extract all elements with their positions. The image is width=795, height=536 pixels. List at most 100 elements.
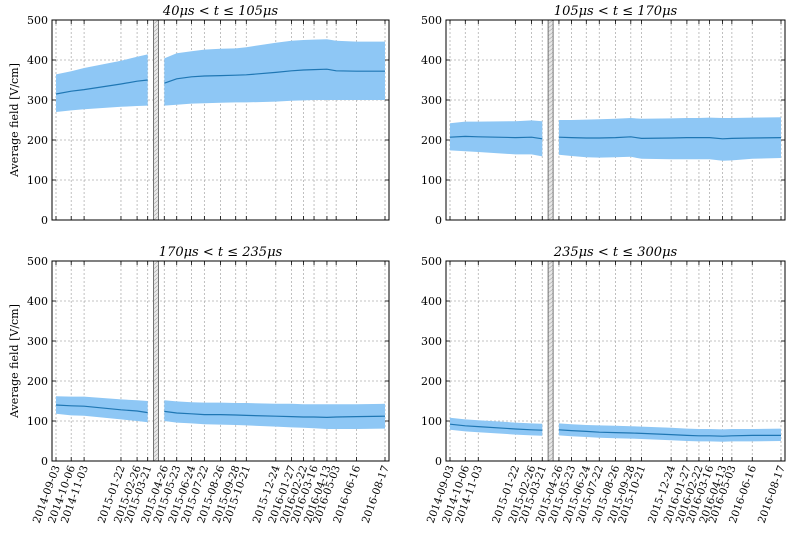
mean-line	[164, 68, 385, 84]
y-tick-label: 200	[421, 375, 442, 388]
break-hatch	[547, 63, 554, 69]
break-hatch	[153, 332, 159, 338]
break-hatch	[153, 103, 159, 109]
break-hatch	[153, 115, 159, 121]
y-tick-label: 0	[41, 214, 48, 227]
break-hatch	[547, 268, 554, 274]
break-hatch	[153, 344, 159, 350]
chart-panel: 0 100 200 300 400 500 40μs < t ≤ 105μs Average …	[8, 4, 390, 227]
break-hatch	[153, 107, 159, 113]
break-hatch	[547, 380, 554, 386]
break-hatch	[153, 87, 159, 93]
break-hatch	[153, 43, 159, 49]
break-hatch	[153, 35, 159, 41]
break-hatch	[547, 27, 554, 33]
break-hatch	[153, 456, 159, 462]
break-hatch	[547, 99, 554, 105]
y-tick-label: 0	[435, 455, 442, 468]
break-hatch	[547, 384, 554, 390]
break-hatch	[153, 183, 159, 189]
break-hatch	[153, 396, 159, 402]
break-hatch	[547, 444, 554, 450]
break-hatch	[547, 143, 554, 149]
break-hatch	[547, 452, 554, 458]
break-hatch	[547, 67, 554, 73]
break-hatch	[153, 195, 159, 201]
break-hatch	[153, 392, 159, 398]
break-hatch	[153, 91, 159, 97]
break-hatch	[547, 39, 554, 45]
break-hatch	[153, 99, 159, 105]
break-hatch	[153, 328, 159, 334]
break-hatch	[153, 268, 159, 274]
break-hatch	[153, 436, 159, 442]
break-hatch	[153, 71, 159, 77]
break-hatch	[153, 23, 159, 29]
break-hatch	[153, 380, 159, 386]
break-hatch	[547, 79, 554, 85]
break-hatch	[153, 284, 159, 290]
y-tick-label: 400	[421, 295, 442, 308]
break-hatch	[153, 264, 159, 270]
break-hatch	[547, 211, 554, 217]
break-hatch	[547, 388, 554, 394]
break-hatch	[547, 47, 554, 53]
y-tick-label: 500	[27, 14, 48, 27]
break-hatch	[547, 300, 554, 306]
break-hatch	[153, 79, 159, 85]
y-axis-label: Average field [V/cm]	[8, 63, 21, 178]
break-hatch	[547, 31, 554, 37]
break-hatch	[153, 151, 159, 157]
mean-line	[558, 136, 782, 140]
break-hatch	[153, 420, 159, 426]
y-tick-label: 0	[41, 455, 48, 468]
break-hatch	[547, 159, 554, 165]
break-hatch	[153, 175, 159, 181]
break-hatch	[547, 59, 554, 65]
break-hatch	[153, 352, 159, 358]
y-tick-label: 500	[27, 255, 48, 268]
break-hatch	[547, 296, 554, 302]
break-hatch	[547, 179, 554, 185]
x-tick-label: 2016-08-17	[756, 464, 788, 525]
break-hatch	[547, 372, 554, 378]
break-hatch	[547, 43, 554, 49]
break-hatch	[547, 95, 554, 101]
break-hatch	[547, 316, 554, 322]
break-hatch	[547, 368, 554, 374]
break-hatch	[547, 412, 554, 418]
break-hatch	[153, 444, 159, 450]
uncertainty-band	[56, 396, 148, 423]
break-hatch	[153, 432, 159, 438]
break-hatch	[153, 67, 159, 73]
break-hatch	[153, 199, 159, 205]
y-tick-label: 500	[421, 14, 442, 27]
break-hatch	[547, 288, 554, 294]
panel-title: 105μs < t ≤ 170μs	[554, 4, 678, 19]
break-hatch	[153, 336, 159, 342]
y-tick-label: 400	[27, 295, 48, 308]
mean-line	[449, 423, 543, 431]
y-tick-label: 200	[421, 134, 442, 147]
break-hatch	[547, 155, 554, 161]
y-axis-label: Average field [V/cm]	[8, 304, 21, 419]
break-hatch	[153, 408, 159, 414]
y-tick-label: 100	[421, 415, 442, 428]
break-hatch	[547, 428, 554, 434]
break-hatch	[153, 424, 159, 430]
break-hatch	[547, 119, 554, 125]
break-hatch	[547, 107, 554, 113]
x-tick-label: 2016-08-17	[360, 464, 392, 525]
break-hatch	[547, 440, 554, 446]
break-hatch	[153, 400, 159, 406]
break-hatch	[153, 119, 159, 125]
break-hatch	[547, 304, 554, 310]
break-hatch	[153, 59, 159, 65]
y-tick-label: 400	[421, 54, 442, 67]
mean-line	[449, 135, 543, 140]
break-hatch	[547, 276, 554, 282]
y-tick-label: 200	[27, 375, 48, 388]
break-hatch	[153, 159, 159, 165]
break-hatch	[153, 316, 159, 322]
break-hatch	[547, 135, 554, 141]
